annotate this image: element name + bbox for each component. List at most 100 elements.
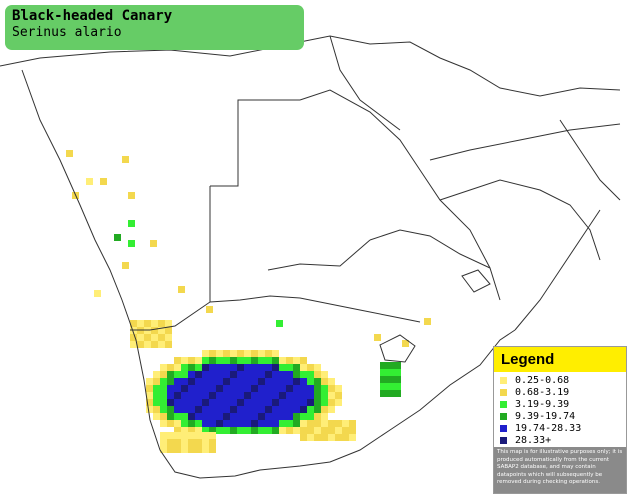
grid-cell [321,385,328,392]
grid-cell [237,392,244,399]
grid-cell [321,413,328,420]
grid-cell [209,357,216,364]
grid-cell [188,432,195,439]
grid-cell [321,392,328,399]
grid-cell [265,420,272,427]
grid-cell [66,150,73,157]
grid-cell [160,420,167,427]
grid-cell [321,371,328,378]
grid-cell [158,341,165,348]
grid-cell [167,364,174,371]
grid-cell [202,371,209,378]
grid-cell [153,378,160,385]
legend-heading: Legend [494,347,626,372]
grid-cell [314,371,321,378]
grid-cell [174,378,181,385]
grid-cell [195,446,202,453]
grid-cell [202,420,209,427]
grid-cell [188,385,195,392]
grid-cell [286,371,293,378]
grid-cell [174,413,181,420]
grid-cell [181,399,188,406]
grid-cell [286,364,293,371]
grid-cell [223,385,230,392]
grid-cell [307,371,314,378]
grid-cell [237,378,244,385]
grid-cell [146,385,153,392]
legend-label: 0.68-3.19 [515,386,570,398]
grid-cell [272,371,279,378]
grid-cell [321,406,328,413]
grid-cell [195,392,202,399]
grid-cell [153,385,160,392]
grid-cell [279,420,286,427]
grid-cell [202,427,209,434]
grid-cell [181,357,188,364]
grid-cell [300,364,307,371]
grid-cell [188,427,195,434]
grid-cell [153,406,160,413]
grid-cell [216,371,223,378]
common-name: Black-headed Canary [12,8,173,24]
legend-swatch [500,400,507,408]
grid-cell [335,420,342,427]
grid-cell [279,399,286,406]
grid-cell [272,364,279,371]
grid-cell [286,413,293,420]
grid-cell [286,420,293,427]
grid-cell [188,446,195,453]
legend-swatch [500,436,507,444]
grid-cell [293,399,300,406]
grid-cell [251,399,258,406]
grid-cell [209,378,216,385]
grid-cell [335,385,342,392]
grid-cell [209,406,216,413]
grid-cell [174,399,181,406]
grid-cell [279,392,286,399]
grid-cell [258,378,265,385]
grid-cell [251,427,258,434]
grid-cell [244,350,251,357]
grid-cell [230,399,237,406]
grid-cell [151,327,158,334]
grid-cell [265,392,272,399]
grid-cell [244,420,251,427]
grid-cell [279,413,286,420]
grid-cell [223,413,230,420]
grid-cell [251,371,258,378]
grid-cell [328,406,335,413]
grid-cell [202,406,209,413]
grid-cell [230,378,237,385]
grid-cell [286,385,293,392]
grid-cell [209,439,216,446]
grid-cell [272,392,279,399]
grid-cell [279,427,286,434]
grid-cell [314,420,321,427]
grid-cell [321,378,328,385]
grid-cell [160,371,167,378]
grid-cell [237,371,244,378]
grid-cell [349,434,356,441]
grid-cell [300,378,307,385]
grid-cell [216,350,223,357]
grid-cell [314,399,321,406]
grid-cell [258,385,265,392]
grid-cell [130,320,137,327]
grid-cell [188,399,195,406]
grid-cell [258,371,265,378]
grid-cell [244,427,251,434]
grid-cell [174,432,181,439]
grid-cell [300,406,307,413]
grid-cell [244,399,251,406]
grid-cell [244,385,251,392]
grid-cell [286,406,293,413]
grid-cell [279,378,286,385]
grid-cell [178,286,185,293]
grid-cell [181,446,188,453]
grid-cell [216,420,223,427]
grid-cell [335,434,342,441]
grid-cell [223,364,230,371]
grid-cell [158,327,165,334]
grid-cell [258,420,265,427]
grid-cell [394,383,401,390]
